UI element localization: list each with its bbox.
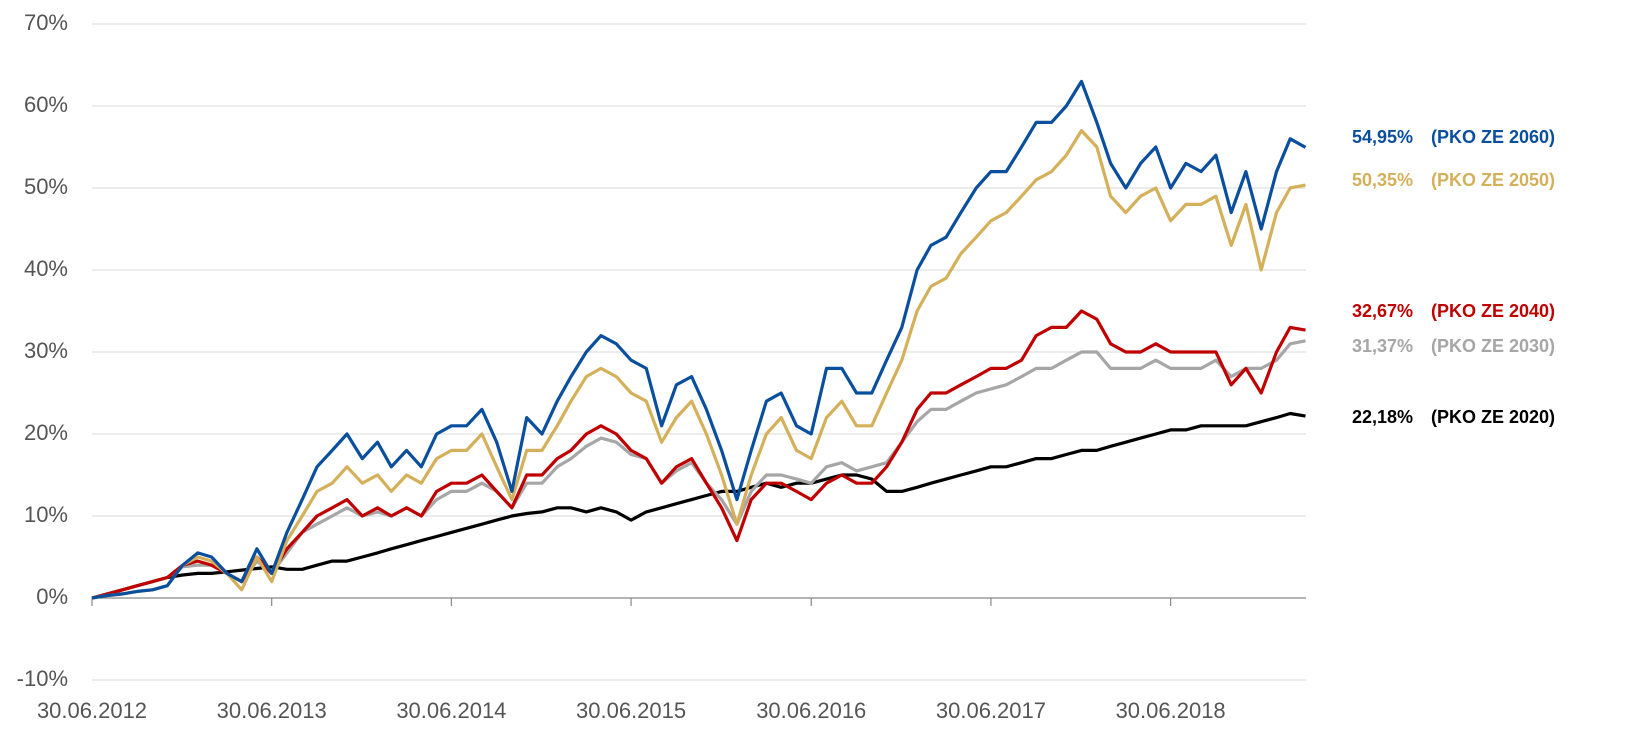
x-tick-label: 30.06.2017 [936, 698, 1046, 723]
series-line [91, 309, 1306, 600]
x-tick-label: 30.06.2018 [1116, 698, 1226, 723]
end-label: 31,37% [1352, 336, 1413, 356]
y-tick-label: -10% [17, 666, 68, 691]
y-tick-label: 50% [24, 174, 68, 199]
series-line [91, 79, 1307, 600]
end-label: 50,35% [1352, 170, 1413, 190]
end-label: 54,95% [1352, 127, 1413, 147]
y-tick-label: 10% [24, 502, 68, 527]
legend-label: (PKO ZE 2020) [1431, 407, 1555, 427]
y-tick-label: 40% [24, 256, 68, 281]
y-tick-label: 60% [24, 92, 68, 117]
y-tick-label: 70% [24, 10, 68, 35]
end-label: 32,67% [1352, 301, 1413, 321]
x-tick-label: 30.06.2013 [217, 698, 327, 723]
x-tick-label: 30.06.2015 [576, 698, 686, 723]
legend-label: (PKO ZE 2060) [1431, 127, 1555, 147]
legend-label: (PKO ZE 2050) [1431, 170, 1555, 190]
y-tick-label: 20% [24, 420, 68, 445]
y-tick-label: 30% [24, 338, 68, 363]
y-tick-label: 0% [36, 584, 68, 609]
x-tick-label: 30.06.2016 [756, 698, 866, 723]
x-tick-label: 30.06.2014 [396, 698, 506, 723]
x-tick-label: 30.06.2012 [37, 698, 147, 723]
series-line [91, 411, 1306, 600]
legend-label: (PKO ZE 2040) [1431, 301, 1555, 321]
end-label: 22,18% [1352, 407, 1413, 427]
legend-label: (PKO ZE 2030) [1431, 336, 1555, 356]
series-line [91, 129, 1306, 600]
